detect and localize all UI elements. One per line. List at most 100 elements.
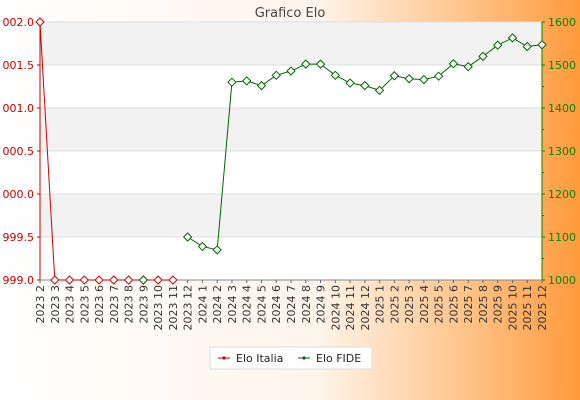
left-axis-ticks: 999.0 999.5 000.0 000.5 001.0 001.5 002.0: [3, 16, 40, 287]
x-tick-label: 2025 6: [447, 285, 460, 324]
x-tick-label: 2023 6: [93, 285, 106, 324]
right-tick-label: 1100: [548, 231, 576, 244]
data-point: [522, 41, 532, 52]
left-tick-label: 999.0: [3, 274, 35, 287]
data-point: [389, 71, 400, 81]
x-tick-label: 2025 5: [433, 285, 446, 324]
data-point: [448, 59, 459, 69]
data-point: [463, 62, 473, 72]
x-tick-label: 2025 2: [388, 285, 401, 324]
plot-bands: [40, 22, 542, 280]
data-point: [507, 33, 518, 43]
data-point: [212, 245, 222, 255]
left-tick-label: 002.0: [3, 16, 35, 29]
data-point: [301, 59, 311, 69]
legend-marker: [302, 356, 306, 360]
data-point: [330, 70, 341, 81]
data-point: [419, 74, 429, 85]
x-tick-label: 2024 1: [196, 285, 209, 324]
x-tick-label: 2023 7: [108, 285, 121, 324]
data-point: [109, 275, 119, 285]
data-point: [50, 275, 60, 285]
data-point: [138, 275, 149, 285]
data-point: [271, 70, 281, 81]
x-tick-label: 2024 6: [270, 285, 283, 324]
plot-band: [40, 237, 542, 280]
x-tick-label: 2023 9: [137, 285, 150, 324]
left-tick-label: 999.5: [3, 231, 35, 244]
series-line-elo-italia: [39, 21, 173, 281]
data-point: [433, 71, 444, 81]
x-tick-label: 2025 9: [492, 285, 505, 324]
chart-title: Grafico Elo: [255, 6, 326, 21]
data-point: [492, 40, 503, 50]
legend-marker: [222, 356, 226, 360]
x-tick-label: 2023 10: [152, 285, 165, 331]
data-point: [123, 275, 134, 285]
x-axis-ticks: 2023 2 2023 3 2023 4 2023 5 2023 6 2023 7 2023…: [34, 280, 549, 331]
x-tick-label: 2023 12: [182, 285, 195, 331]
data-point: [360, 80, 370, 91]
right-tick-label: 1600: [548, 16, 576, 29]
data-point: [79, 275, 90, 285]
data-point: [94, 275, 104, 285]
x-tick-label: 2023 4: [64, 285, 77, 324]
data-point: [227, 77, 237, 87]
data-point: [315, 59, 326, 69]
x-tick-label: 2023 2: [34, 285, 47, 324]
x-tick-label: 2023 3: [49, 285, 62, 324]
data-point: [256, 80, 267, 91]
x-tick-label: 2024 8: [300, 285, 313, 324]
x-tick-label: 2023 8: [123, 285, 136, 324]
right-tick-label: 1200: [548, 188, 576, 201]
right-axis-ticks: 1000 1100 1200 1300 1400 1500 1600: [542, 16, 576, 287]
data-point: [374, 85, 385, 96]
plot-band: [40, 194, 542, 237]
data-point: [286, 66, 296, 76]
x-tick-label: 2025 4: [418, 285, 431, 324]
right-tick-label: 1000: [548, 274, 576, 287]
right-tick-label: 1500: [548, 59, 576, 72]
data-point: [197, 241, 208, 252]
x-tick-label: 2025 1: [374, 285, 387, 324]
x-tick-label: 2024 7: [285, 285, 298, 324]
data-point: [404, 74, 414, 84]
legend: Elo Italia Elo FIDE: [209, 346, 373, 370]
x-tick-label: 2024 2: [211, 285, 224, 324]
x-tick-label: 2024 10: [329, 285, 342, 331]
left-tick-label: 001.5: [3, 59, 35, 72]
plot-band: [40, 22, 542, 65]
x-tick-label: 2025 12: [536, 285, 549, 331]
data-point: [478, 51, 488, 62]
legend-label: Elo FIDE: [316, 352, 361, 365]
right-tick-label: 1300: [548, 145, 576, 158]
x-tick-label: 2023 5: [78, 285, 91, 324]
data-point: [153, 275, 163, 285]
plot-band: [40, 108, 542, 151]
x-tick-label: 2025 8: [477, 285, 490, 324]
plot-band: [40, 151, 542, 194]
x-tick-label: 2025 7: [462, 285, 475, 324]
x-tick-label: 2024 9: [315, 285, 328, 324]
x-tick-label: 2024 4: [241, 285, 254, 324]
legend-box: [209, 346, 373, 370]
right-tick-label: 1400: [548, 102, 576, 115]
x-tick-label: 2024 5: [255, 285, 268, 324]
x-tick-label: 2024 12: [359, 285, 372, 331]
x-tick-label: 2025 3: [403, 285, 416, 324]
x-tick-label: 2024 11: [344, 285, 357, 331]
x-tick-label: 2023 11: [167, 285, 180, 331]
series-points: [35, 17, 547, 285]
left-tick-label: 000.5: [3, 145, 35, 158]
x-tick-label: 2024 3: [226, 285, 239, 324]
x-tick-label: 2025 10: [506, 285, 519, 331]
data-point: [537, 40, 547, 50]
legend-label: Elo Italia: [236, 352, 283, 365]
data-point: [345, 78, 355, 88]
data-point: [64, 275, 75, 285]
data-point: [35, 17, 45, 27]
left-tick-label: 000.0: [3, 188, 35, 201]
data-point: [168, 275, 178, 285]
